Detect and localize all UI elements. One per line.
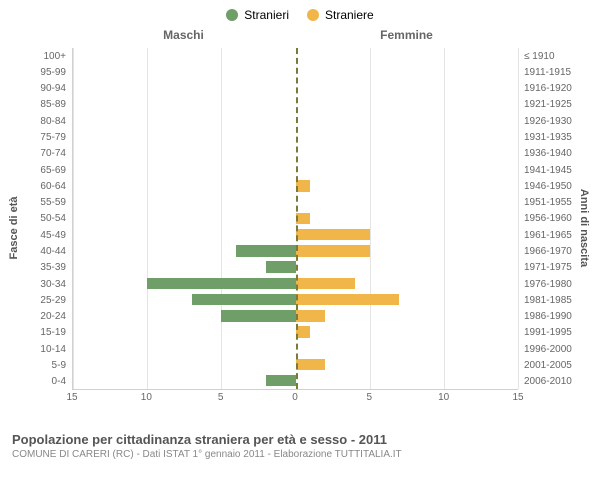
birth-label: 1966-1970 (520, 243, 578, 259)
age-label: 80-84 (12, 113, 70, 129)
bar-male (221, 310, 295, 321)
bar-female (296, 294, 400, 305)
birth-label: ≤ 1910 (520, 48, 578, 64)
x-tick: 15 (66, 392, 77, 403)
header-male: Maschi (72, 28, 295, 42)
age-label: 20-24 (12, 309, 70, 325)
bar-female (296, 245, 370, 256)
birth-label: 1971-1975 (520, 260, 578, 276)
legend-item-female: Straniere (307, 8, 374, 22)
swatch-male (226, 9, 238, 21)
birth-label: 1931-1935 (520, 129, 578, 145)
birth-label: 1956-1960 (520, 211, 578, 227)
birth-label: 1951-1955 (520, 195, 578, 211)
birth-label: 1936-1940 (520, 146, 578, 162)
chart-footer: Popolazione per cittadinanza straniera p… (12, 432, 588, 460)
birth-label: 1946-1950 (520, 178, 578, 194)
birth-label: 1986-1990 (520, 309, 578, 325)
bar-female (296, 180, 311, 191)
plot-area (72, 48, 518, 390)
birth-label: 2001-2005 (520, 357, 578, 373)
age-label: 65-69 (12, 162, 70, 178)
bar-female (296, 229, 370, 240)
bar-female (296, 359, 326, 370)
age-label: 0-4 (12, 374, 70, 390)
age-label: 90-94 (12, 81, 70, 97)
x-tick: 5 (218, 392, 224, 403)
birth-label: 1941-1945 (520, 162, 578, 178)
x-tick: 10 (438, 392, 449, 403)
birth-label: 1976-1980 (520, 276, 578, 292)
age-label: 85-89 (12, 97, 70, 113)
legend: Stranieri Straniere (12, 8, 588, 22)
age-label: 45-49 (12, 227, 70, 243)
x-tick: 0 (292, 392, 298, 403)
chart-title: Popolazione per cittadinanza straniera p… (12, 432, 588, 447)
bar-female (296, 326, 311, 337)
y-labels-birth: ≤ 19101911-19151916-19201921-19251926-19… (520, 48, 578, 390)
bar-male (236, 245, 295, 256)
birth-label: 1926-1930 (520, 113, 578, 129)
birth-label: 1921-1925 (520, 97, 578, 113)
x-tick: 15 (512, 392, 523, 403)
bar-female (296, 213, 311, 224)
x-axis-ticks: 15105051015 (72, 392, 518, 408)
birth-label: 1961-1965 (520, 227, 578, 243)
bar-female (296, 278, 355, 289)
swatch-female (307, 9, 319, 21)
age-label: 55-59 (12, 195, 70, 211)
age-label: 60-64 (12, 178, 70, 194)
gridline (518, 48, 519, 389)
bar-male (192, 294, 296, 305)
age-label: 30-34 (12, 276, 70, 292)
birth-label: 2006-2010 (520, 374, 578, 390)
age-label: 50-54 (12, 211, 70, 227)
legend-label-female: Straniere (325, 8, 374, 22)
age-label: 5-9 (12, 357, 70, 373)
x-tick: 5 (367, 392, 373, 403)
bar-female (296, 310, 326, 321)
bar-male (147, 278, 295, 289)
birth-label: 1911-1915 (520, 64, 578, 80)
birth-label: 1991-1995 (520, 325, 578, 341)
y-labels-age: 100+95-9990-9485-8980-8475-7970-7465-696… (12, 48, 70, 390)
x-tick: 10 (141, 392, 152, 403)
bar-male (266, 261, 296, 272)
birth-label: 1981-1985 (520, 292, 578, 308)
zero-axis (296, 48, 298, 389)
birth-label: 1916-1920 (520, 81, 578, 97)
header-female: Femmine (295, 28, 518, 42)
legend-label-male: Stranieri (244, 8, 289, 22)
age-label: 75-79 (12, 129, 70, 145)
legend-item-male: Stranieri (226, 8, 289, 22)
age-label: 95-99 (12, 64, 70, 80)
age-label: 10-14 (12, 341, 70, 357)
y-axis-label-right: Anni di nascita (578, 189, 590, 267)
age-label: 25-29 (12, 292, 70, 308)
age-label: 70-74 (12, 146, 70, 162)
chart-subtitle: COMUNE DI CARERI (RC) - Dati ISTAT 1° ge… (12, 449, 588, 460)
bar-male (266, 375, 296, 386)
population-pyramid-chart: Maschi Femmine Fasce di età Anni di nasc… (12, 28, 588, 428)
age-label: 15-19 (12, 325, 70, 341)
age-label: 100+ (12, 48, 70, 64)
age-label: 35-39 (12, 260, 70, 276)
age-label: 40-44 (12, 243, 70, 259)
birth-label: 1996-2000 (520, 341, 578, 357)
